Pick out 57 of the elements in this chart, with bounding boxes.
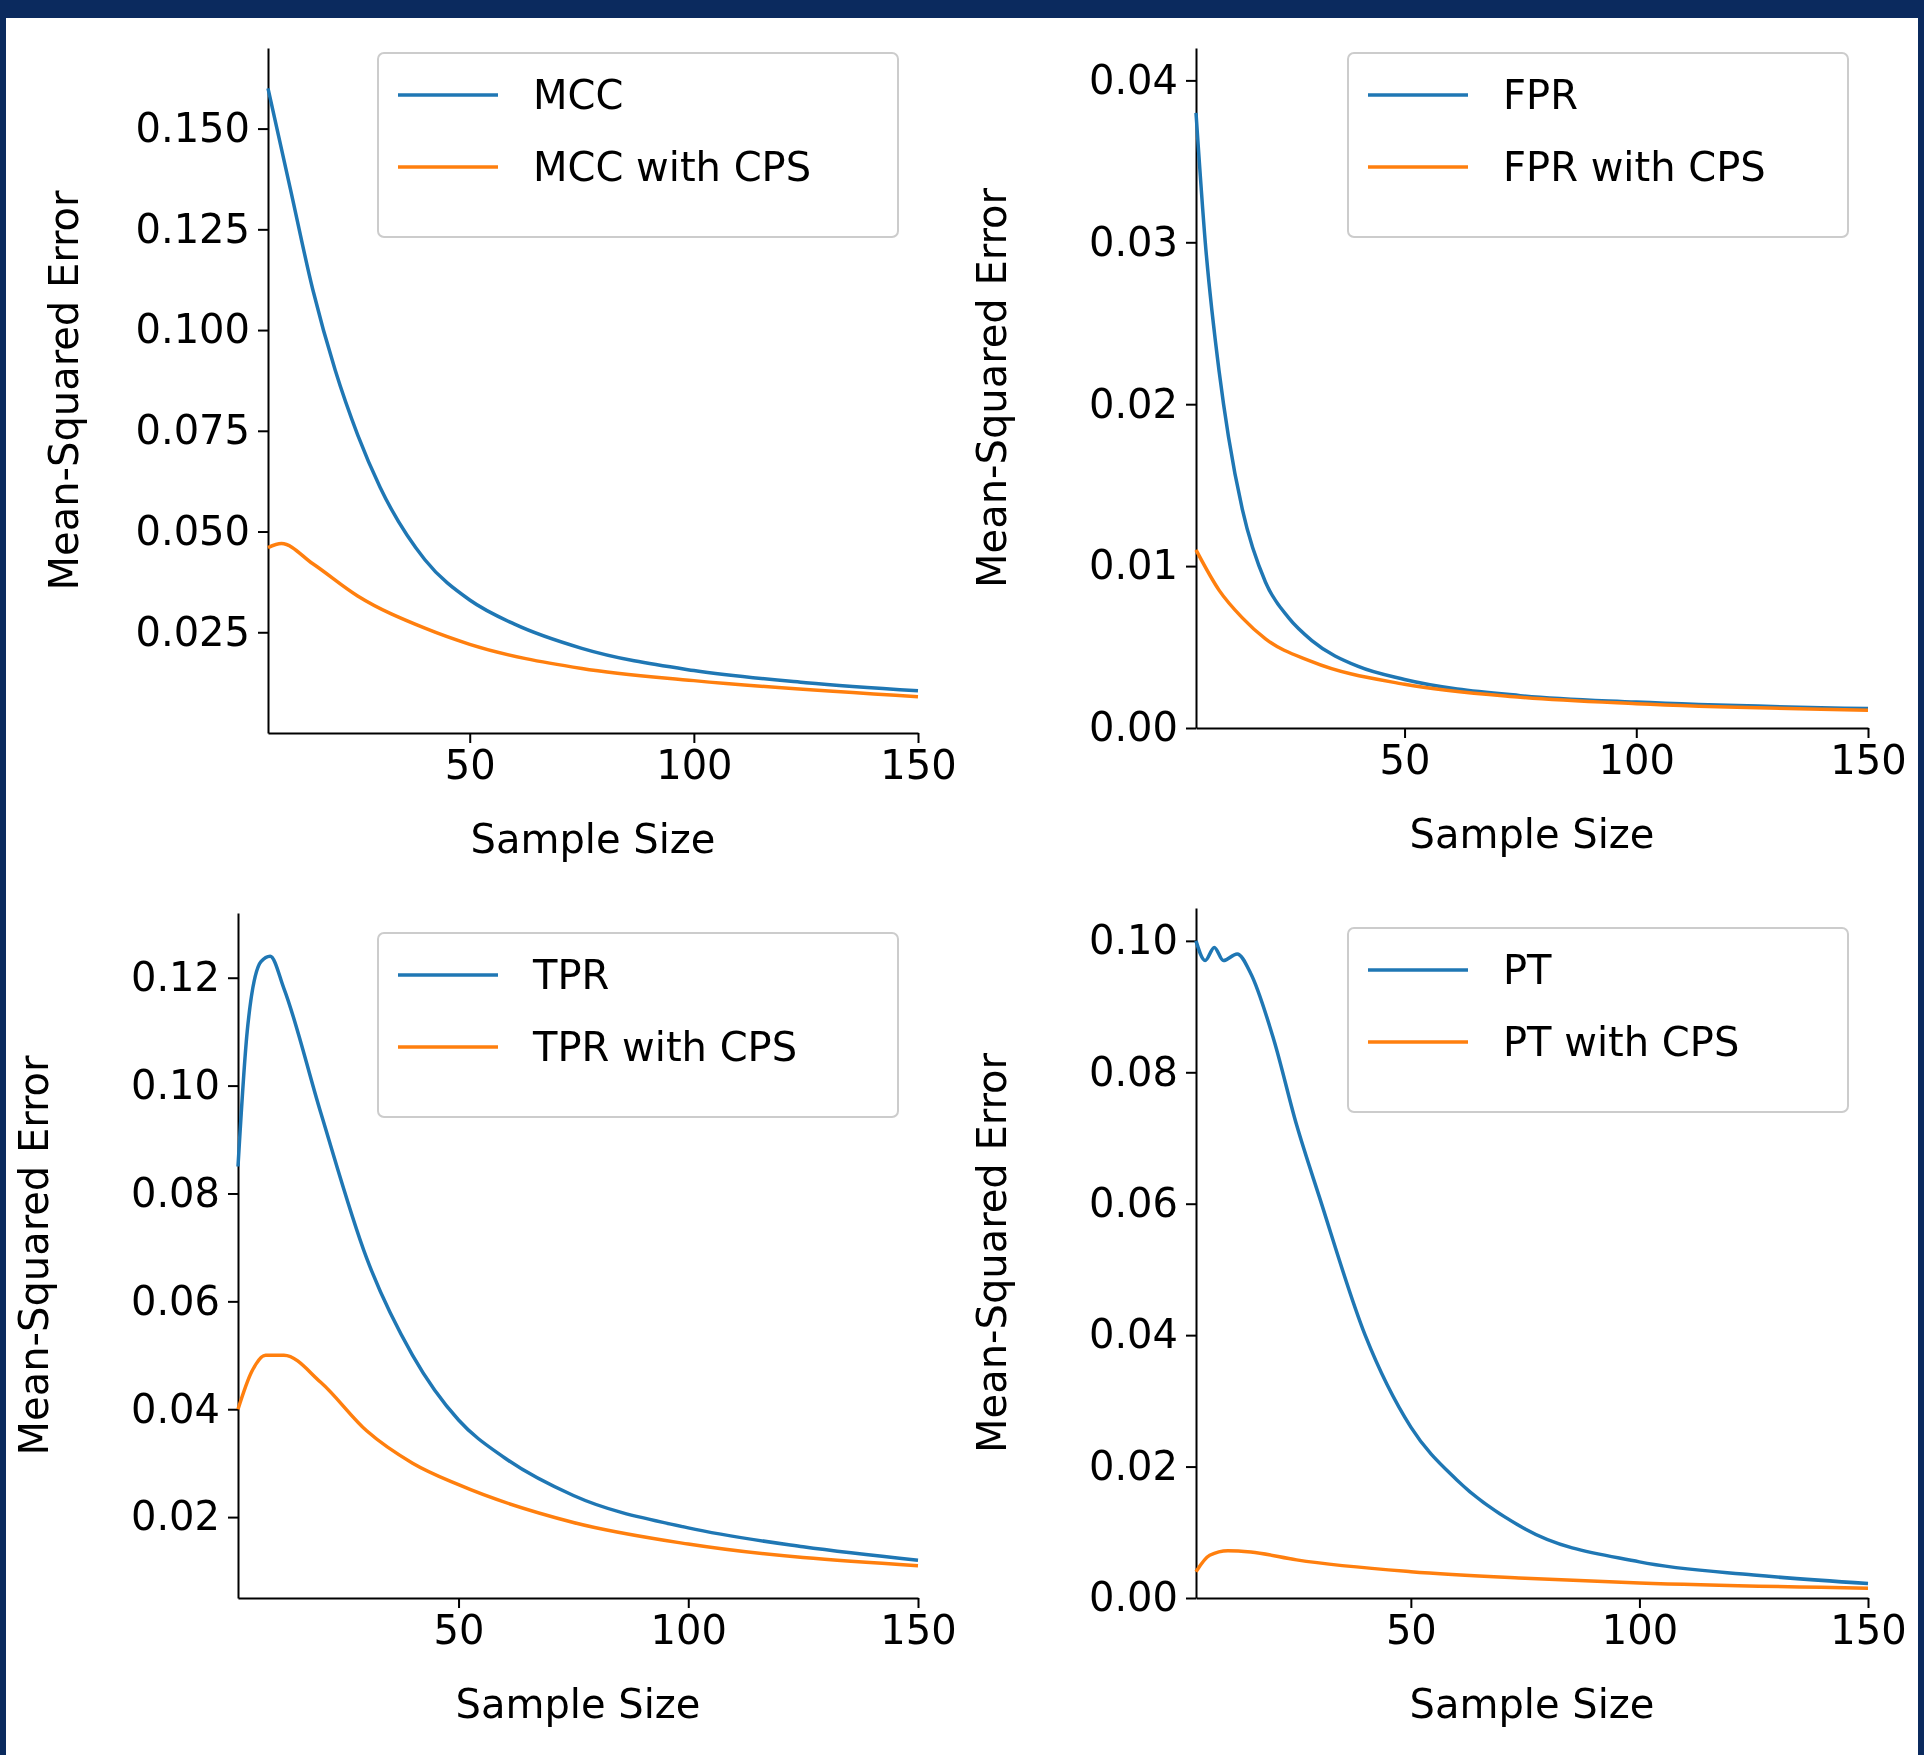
y-axis-title: Mean-Squared Error xyxy=(969,1052,1015,1453)
y-tick-label: 0.04 xyxy=(1088,56,1178,103)
x-tick-label: 50 xyxy=(1385,1607,1437,1654)
x-tick-label: 150 xyxy=(1830,737,1907,784)
legend-label: PT with CPS xyxy=(1503,1019,1740,1065)
y-tick-label: 0.12 xyxy=(130,954,220,1001)
x-tick-label: 100 xyxy=(1598,737,1675,784)
x-tick-label: 150 xyxy=(880,742,957,789)
y-tick-label: 0.00 xyxy=(1088,1574,1178,1621)
x-tick-label: 50 xyxy=(1379,737,1431,784)
legend-label: MCC xyxy=(533,72,624,118)
y-tick-label: 0.04 xyxy=(130,1385,220,1432)
line-series xyxy=(236,954,920,1562)
x-tick-label: 100 xyxy=(650,1607,727,1654)
x-tick-label: 50 xyxy=(433,1607,485,1654)
y-tick-label: 0.100 xyxy=(135,306,250,353)
y-tick-label: 0.08 xyxy=(130,1169,220,1216)
y-tick-label: 0.03 xyxy=(1088,218,1178,265)
x-axis-title: Sample Size xyxy=(455,1681,701,1727)
y-tick-label: 0.125 xyxy=(135,205,250,252)
x-tick-label: 150 xyxy=(1830,1607,1907,1654)
legend-label: FPR xyxy=(1503,72,1578,118)
line-series xyxy=(236,1353,920,1568)
legend-label: MCC with CPS xyxy=(533,144,812,190)
y-tick-label: 0.02 xyxy=(1088,380,1178,427)
y-tick-label: 0.06 xyxy=(1088,1180,1178,1227)
x-axis-title: Sample Size xyxy=(470,816,716,862)
y-axis-title: Mean-Squared Error xyxy=(969,187,1015,588)
y-tick-label: 0.075 xyxy=(135,407,250,454)
line-series xyxy=(266,541,920,699)
line-series xyxy=(1194,548,1870,712)
y-tick-label: 0.02 xyxy=(130,1493,220,1540)
y-tick-label: 0.150 xyxy=(135,104,250,151)
legend-label: TPR with CPS xyxy=(532,1024,798,1070)
line-series xyxy=(1194,939,1870,1586)
y-tick-label: 0.04 xyxy=(1088,1311,1178,1358)
x-tick-label: 100 xyxy=(656,742,733,789)
x-tick-label: 50 xyxy=(444,742,496,789)
legend-label: PT xyxy=(1503,947,1553,993)
y-axis-title: Mean-Squared Error xyxy=(41,190,87,591)
y-tick-label: 0.00 xyxy=(1088,704,1178,751)
x-tick-label: 150 xyxy=(880,1607,957,1654)
x-axis-title: Sample Size xyxy=(1409,811,1655,857)
y-tick-label: 0.01 xyxy=(1088,542,1178,589)
y-axis-title: Mean-Squared Error xyxy=(11,1055,57,1456)
legend-label: FPR with CPS xyxy=(1503,144,1766,190)
y-tick-label: 0.025 xyxy=(135,608,250,655)
y-tick-label: 0.10 xyxy=(1088,917,1178,964)
x-tick-label: 100 xyxy=(1601,1607,1679,1654)
x-axis-title: Sample Size xyxy=(1409,1681,1655,1727)
legend-label: TPR xyxy=(532,952,610,998)
y-tick-label: 0.10 xyxy=(130,1061,220,1108)
y-tick-label: 0.08 xyxy=(1088,1048,1178,1095)
y-tick-label: 0.02 xyxy=(1088,1442,1178,1489)
y-tick-label: 0.050 xyxy=(135,507,250,554)
y-tick-label: 0.06 xyxy=(130,1277,220,1324)
line-series xyxy=(1194,1548,1870,1590)
